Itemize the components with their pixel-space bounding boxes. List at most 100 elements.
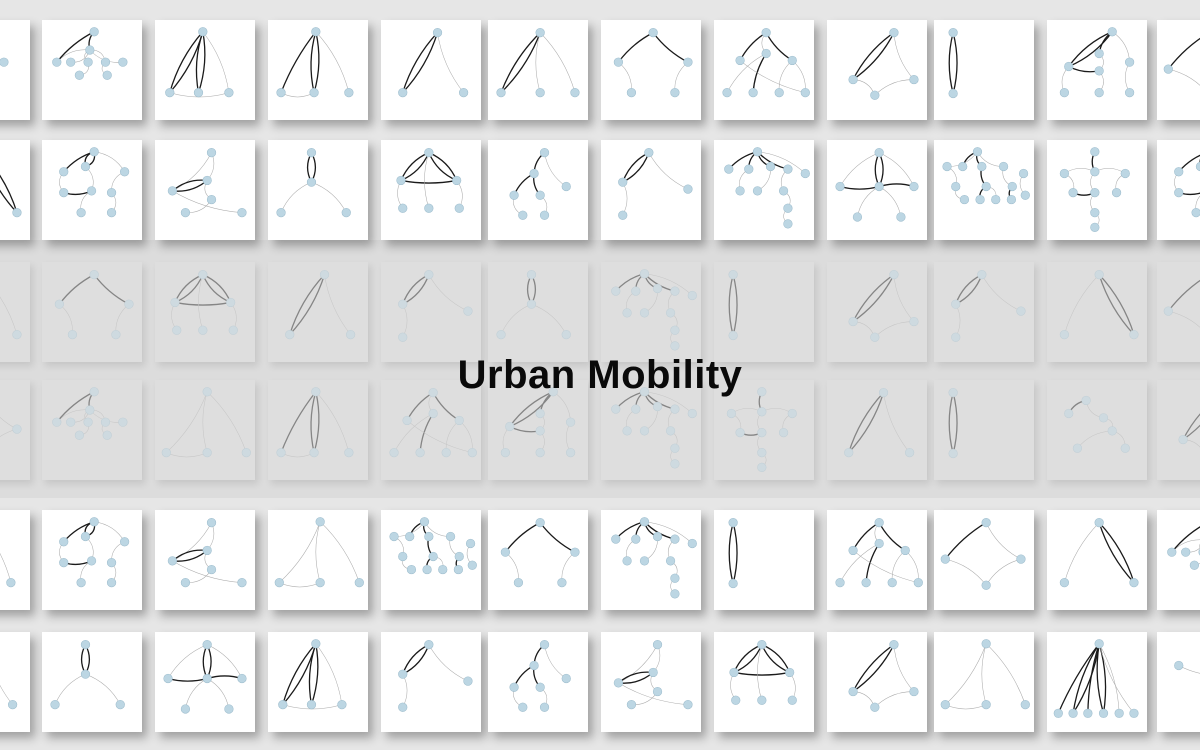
graph-thumbnail[interactable] (714, 140, 814, 240)
graph-thumbnail[interactable] (1047, 380, 1147, 480)
graph-thumbnail[interactable] (1047, 20, 1147, 120)
graph-thumbnail[interactable] (381, 510, 481, 610)
graph-thumbnail[interactable] (155, 262, 255, 362)
graph-thumbnail[interactable] (934, 380, 1034, 480)
graph-thumbnail[interactable] (0, 510, 30, 610)
graph-thumbnail[interactable] (488, 510, 588, 610)
graph-thumbnail[interactable] (42, 262, 142, 362)
graph-thumbnail[interactable] (827, 632, 927, 732)
graph-thumbnail[interactable] (42, 20, 142, 120)
graph-thumbnail[interactable] (934, 20, 1034, 120)
graph-thumbnail[interactable] (934, 262, 1034, 362)
graph-thumbnail[interactable] (268, 510, 368, 610)
graph-node (874, 518, 884, 528)
graph-thumbnail[interactable] (601, 510, 701, 610)
graph-thumbnail[interactable] (0, 380, 30, 480)
graph-thumbnail[interactable] (827, 20, 927, 120)
graph-thumbnail[interactable] (1047, 510, 1147, 610)
graph-thumbnail[interactable] (601, 262, 701, 362)
graph-edge (172, 190, 242, 213)
graph-thumbnail[interactable] (0, 632, 30, 732)
graph-edge (883, 392, 910, 453)
graph-edge (765, 32, 793, 61)
graph-edge (1112, 430, 1126, 449)
network-graph-svg (611, 269, 697, 351)
graph-thumbnail[interactable] (488, 632, 588, 732)
graph-thumbnail[interactable] (155, 20, 255, 120)
graph-thumbnail[interactable] (827, 380, 927, 480)
graph-thumbnail[interactable] (381, 262, 481, 362)
graph-node (344, 88, 354, 98)
graph-thumbnail[interactable] (714, 632, 814, 732)
graph-thumbnail[interactable] (1047, 262, 1147, 362)
graph-thumbnail[interactable] (42, 380, 142, 480)
graph-thumbnail[interactable] (42, 632, 142, 732)
graph-node (977, 161, 987, 172)
graph-edge (310, 31, 317, 93)
graph-edge (280, 181, 312, 213)
graph-node (874, 148, 884, 158)
graph-thumbnail[interactable] (1157, 632, 1200, 732)
graph-thumbnail[interactable] (488, 140, 588, 240)
network-graph-svg (52, 387, 128, 440)
graph-thumbnail[interactable] (155, 380, 255, 480)
graph-thumbnail[interactable] (0, 140, 30, 240)
graph-thumbnail[interactable] (714, 380, 814, 480)
graph-thumbnail[interactable] (268, 380, 368, 480)
graph-node (465, 538, 476, 549)
graph-thumbnail[interactable] (1157, 262, 1200, 362)
graph-thumbnail[interactable] (714, 510, 814, 610)
graph-thumbnail[interactable] (1157, 510, 1200, 610)
graph-node (670, 341, 680, 351)
graph-node (848, 74, 858, 85)
graph-thumbnail[interactable] (934, 140, 1034, 240)
graph-thumbnail[interactable] (601, 632, 701, 732)
graph-edge (1072, 643, 1100, 714)
graph-thumbnail[interactable] (0, 262, 30, 362)
graph-thumbnail[interactable] (381, 140, 481, 240)
graph-thumbnail[interactable] (0, 20, 30, 120)
graph-node (1064, 61, 1074, 72)
graph-edge (1112, 31, 1130, 63)
graph-thumbnail[interactable] (381, 632, 481, 732)
graph-thumbnail[interactable] (1157, 140, 1200, 240)
graph-thumbnail[interactable] (714, 262, 814, 362)
graph-thumbnail[interactable] (827, 262, 927, 362)
graph-thumbnail[interactable] (488, 262, 588, 362)
graph-thumbnail[interactable] (268, 632, 368, 732)
graph-node (1107, 426, 1117, 436)
graph-thumbnail[interactable] (601, 380, 701, 480)
graph-thumbnail[interactable] (827, 510, 927, 610)
graph-thumbnail[interactable] (155, 510, 255, 610)
graph-thumbnail[interactable] (1157, 380, 1200, 480)
graph-node (59, 167, 69, 177)
graph-thumbnail[interactable] (934, 510, 1034, 610)
graph-thumbnail[interactable] (268, 20, 368, 120)
graph-thumbnail[interactable] (488, 380, 588, 480)
graph-edge (0, 189, 18, 214)
graph-thumbnail[interactable] (488, 20, 588, 120)
graph-thumbnail[interactable] (1047, 140, 1147, 240)
graph-thumbnail[interactable] (268, 262, 368, 362)
graph-node (744, 164, 754, 174)
graph-thumbnail[interactable] (601, 20, 701, 120)
graph-edge (852, 550, 919, 583)
graph-thumbnail[interactable] (155, 140, 255, 240)
graph-thumbnail[interactable] (1047, 632, 1147, 732)
graph-thumbnail[interactable] (827, 140, 927, 240)
graph-edge (1125, 62, 1130, 93)
graph-edge (852, 644, 895, 692)
graph-thumbnail[interactable] (1157, 20, 1200, 120)
graph-thumbnail[interactable] (381, 20, 481, 120)
graph-node (241, 447, 251, 458)
graph-edge (985, 643, 1026, 705)
graph-node (59, 537, 69, 547)
graph-thumbnail[interactable] (714, 20, 814, 120)
graph-thumbnail[interactable] (42, 140, 142, 240)
graph-thumbnail[interactable] (934, 632, 1034, 732)
graph-thumbnail[interactable] (601, 140, 701, 240)
graph-thumbnail[interactable] (155, 632, 255, 732)
graph-thumbnail[interactable] (42, 510, 142, 610)
graph-thumbnail[interactable] (268, 140, 368, 240)
graph-thumbnail[interactable] (381, 380, 481, 480)
